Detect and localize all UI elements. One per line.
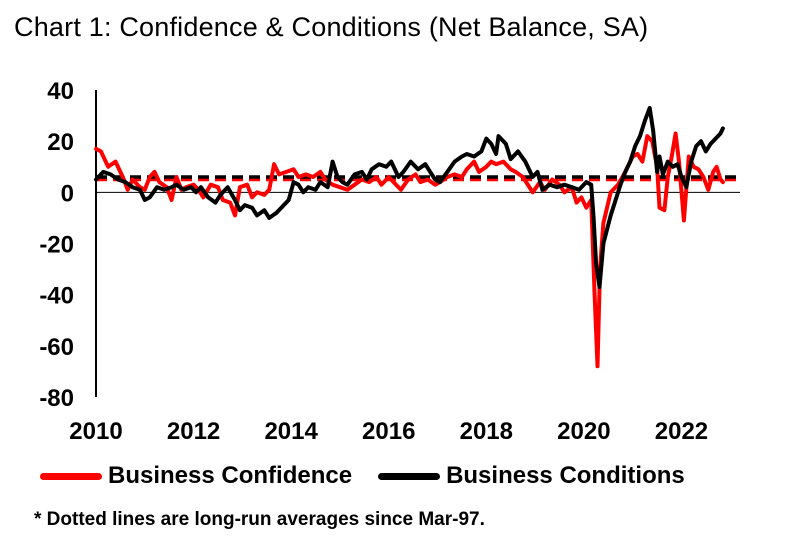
y-tick-label: -40: [39, 283, 74, 310]
legend-swatch-conditions: [378, 472, 441, 480]
footnote: * Dotted lines are long-run averages sin…: [34, 509, 485, 530]
x-tick-label: 2018: [460, 418, 513, 445]
x-tick-label: 2022: [655, 418, 708, 445]
legend-label-confidence: Business Confidence: [108, 462, 353, 489]
business-conditions-line: [94, 105, 725, 289]
y-tick-label: -80: [39, 385, 74, 412]
x-tick-label: 2010: [69, 418, 122, 445]
y-tick-label: -60: [39, 334, 74, 361]
y-tick-labels: 40 20 0 -20 -40 -60 -80: [39, 78, 74, 412]
y-tick-label: 40: [47, 78, 74, 105]
x-tick-label: 2014: [264, 418, 318, 445]
average-lines: [96, 175, 740, 182]
series-lines: [94, 105, 725, 369]
legend-swatch-confidence: [40, 472, 102, 480]
y-tick-label: 0: [61, 180, 74, 207]
x-tick-label: 2016: [362, 418, 415, 445]
x-tick-label: 2020: [557, 418, 610, 445]
legend-label-conditions: Business Conditions: [446, 462, 685, 489]
business-confidence-line: [94, 131, 725, 369]
chart-title: Chart 1: Confidence & Conditions (Net Ba…: [14, 12, 649, 42]
legend-item-confidence: Business Confidence: [40, 462, 352, 490]
axes: [95, 90, 740, 397]
y-tick-label: -20: [39, 232, 74, 259]
legend: Business Confidence Business Conditions: [40, 462, 711, 490]
legend-item-conditions: Business Conditions: [378, 462, 685, 490]
y-tick-label: 20: [47, 129, 74, 156]
x-tick-labels: 2010 2012 2014 2016 2018 2020 2022: [69, 418, 708, 445]
x-tick-label: 2012: [167, 418, 220, 445]
